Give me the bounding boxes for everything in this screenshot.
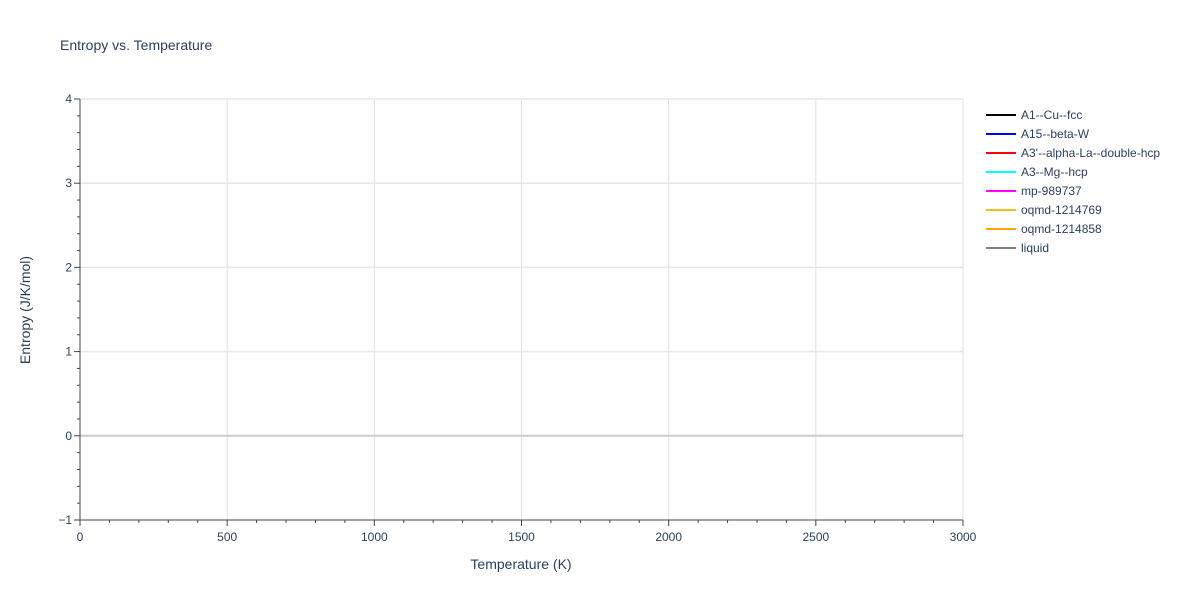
y-tick-label: 2: [65, 260, 72, 274]
legend-label: A3'--alpha-La--double-hcp: [1021, 146, 1160, 160]
y-tick-label: 1: [65, 345, 72, 359]
x-tick-label: 3000: [950, 530, 977, 544]
grid: [80, 98, 964, 520]
y-tick-label: 4: [65, 92, 72, 106]
chart-title: Entropy vs. Temperature: [60, 37, 212, 53]
y-tick-label: 3: [65, 176, 72, 190]
legend-label: A1--Cu--fcc: [1021, 108, 1082, 122]
x-axis-label: Temperature (K): [470, 556, 571, 572]
y-axis-label: Entropy (J/K/mol): [17, 256, 33, 364]
y-tick-label: −1: [58, 513, 72, 527]
legend-label: oqmd-1214769: [1021, 203, 1102, 217]
x-tick-label: 2500: [802, 530, 829, 544]
y-tick-label: 0: [65, 429, 72, 443]
legend-label: oqmd-1214858: [1021, 222, 1102, 236]
legend-label: mp-989737: [1021, 184, 1082, 198]
legend-label: liquid: [1021, 241, 1049, 255]
legend-label: A15--beta-W: [1021, 127, 1090, 141]
x-tick-label: 1500: [508, 530, 535, 544]
axes: 0 500 1000 1500 2000 2500 3000 −1 0 1 2 3 4: [58, 92, 976, 544]
x-tick-label: 500: [217, 530, 237, 544]
x-tick-label: 0: [77, 530, 84, 544]
legend-label: A3--Mg--hcp: [1021, 165, 1088, 179]
x-tick-label: 2000: [655, 530, 682, 544]
x-tick-label: 1000: [361, 530, 388, 544]
legend: A1--Cu--fcc A15--beta-W A3'--alpha-La--dou…: [986, 108, 1160, 255]
